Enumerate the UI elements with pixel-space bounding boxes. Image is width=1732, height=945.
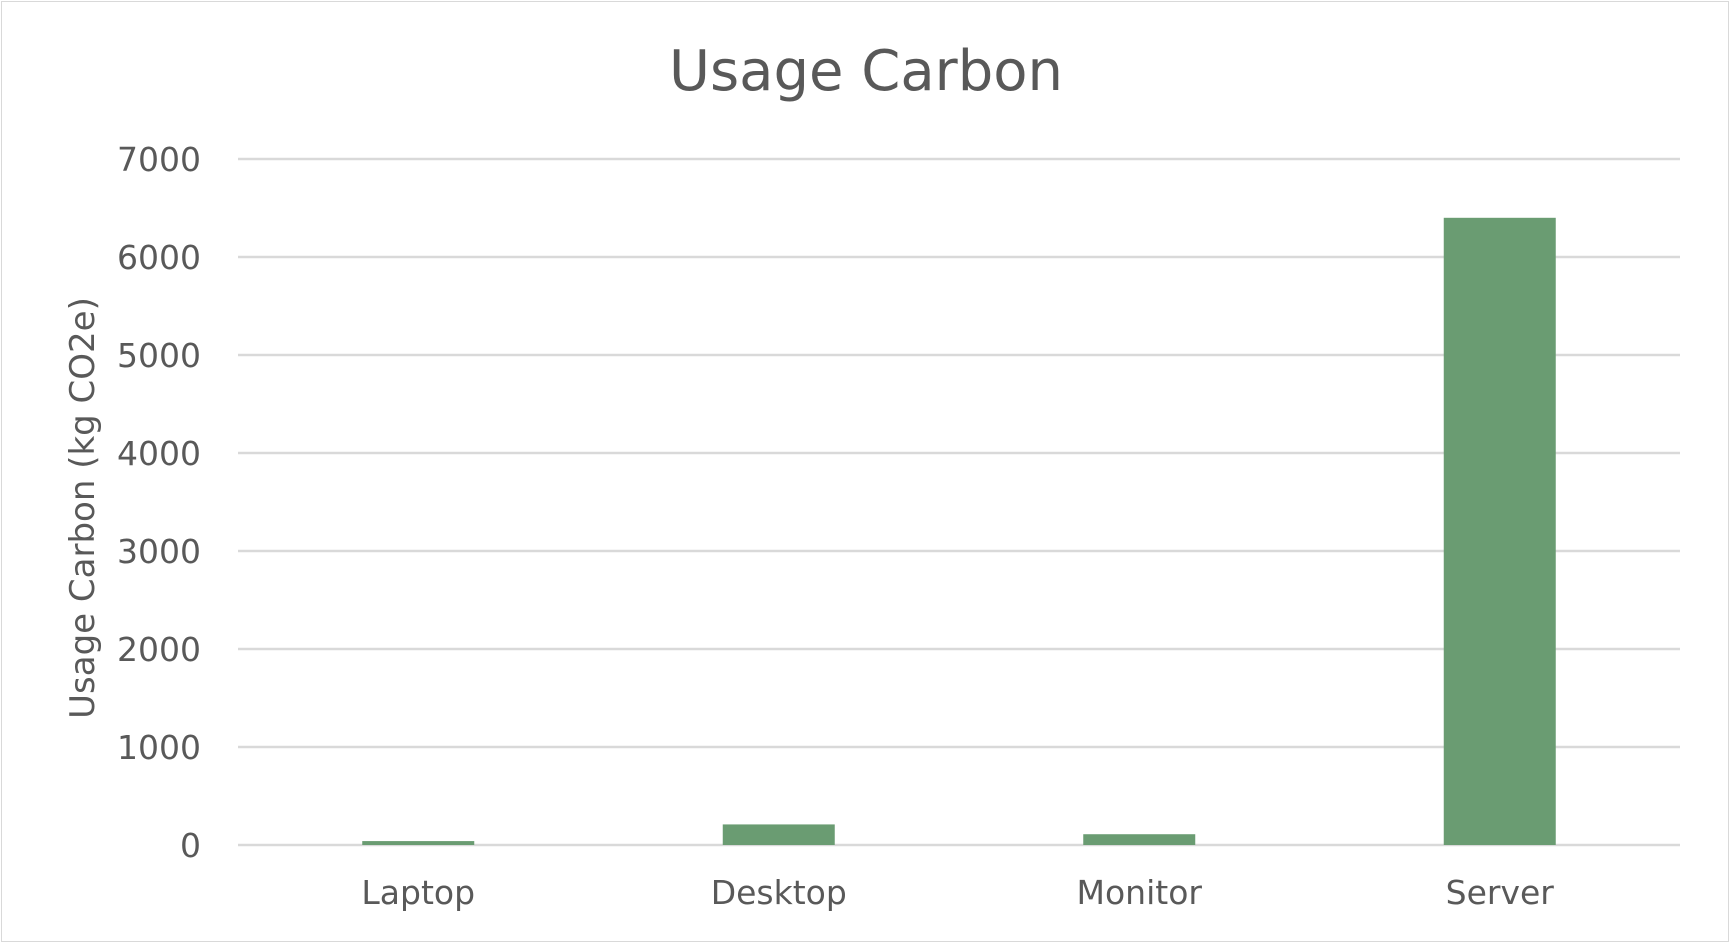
bar-monitor xyxy=(1083,834,1196,845)
y-tick-label: 2000 xyxy=(117,630,201,669)
x-tick-label: Monitor xyxy=(1077,873,1203,912)
y-tick-label: 4000 xyxy=(117,434,201,473)
y-axis-label: Usage Carbon (kg CO2e) xyxy=(63,297,103,719)
y-tick-label: 0 xyxy=(180,826,201,865)
x-tick-label: Laptop xyxy=(361,873,475,912)
bar-laptop xyxy=(362,841,475,845)
bar-desktop xyxy=(722,824,835,845)
y-tick-label: 3000 xyxy=(117,532,201,571)
y-tick-label: 7000 xyxy=(117,140,201,179)
y-tick-labels: 0 1000 2000 3000 4000 5000 6000 7000 xyxy=(117,140,201,865)
chart-title: Usage Carbon xyxy=(669,39,1063,104)
bar-server xyxy=(1443,217,1556,846)
y-tick-label: 5000 xyxy=(117,336,201,375)
x-tick-label: Server xyxy=(1446,873,1555,912)
y-tick-label: 6000 xyxy=(117,238,201,277)
x-tick-label: Desktop xyxy=(711,873,847,912)
bars xyxy=(362,217,1556,846)
y-tick-label: 1000 xyxy=(117,728,201,767)
x-tick-labels: Laptop Desktop Monitor Server xyxy=(361,873,1554,912)
gridlines xyxy=(238,157,1680,847)
